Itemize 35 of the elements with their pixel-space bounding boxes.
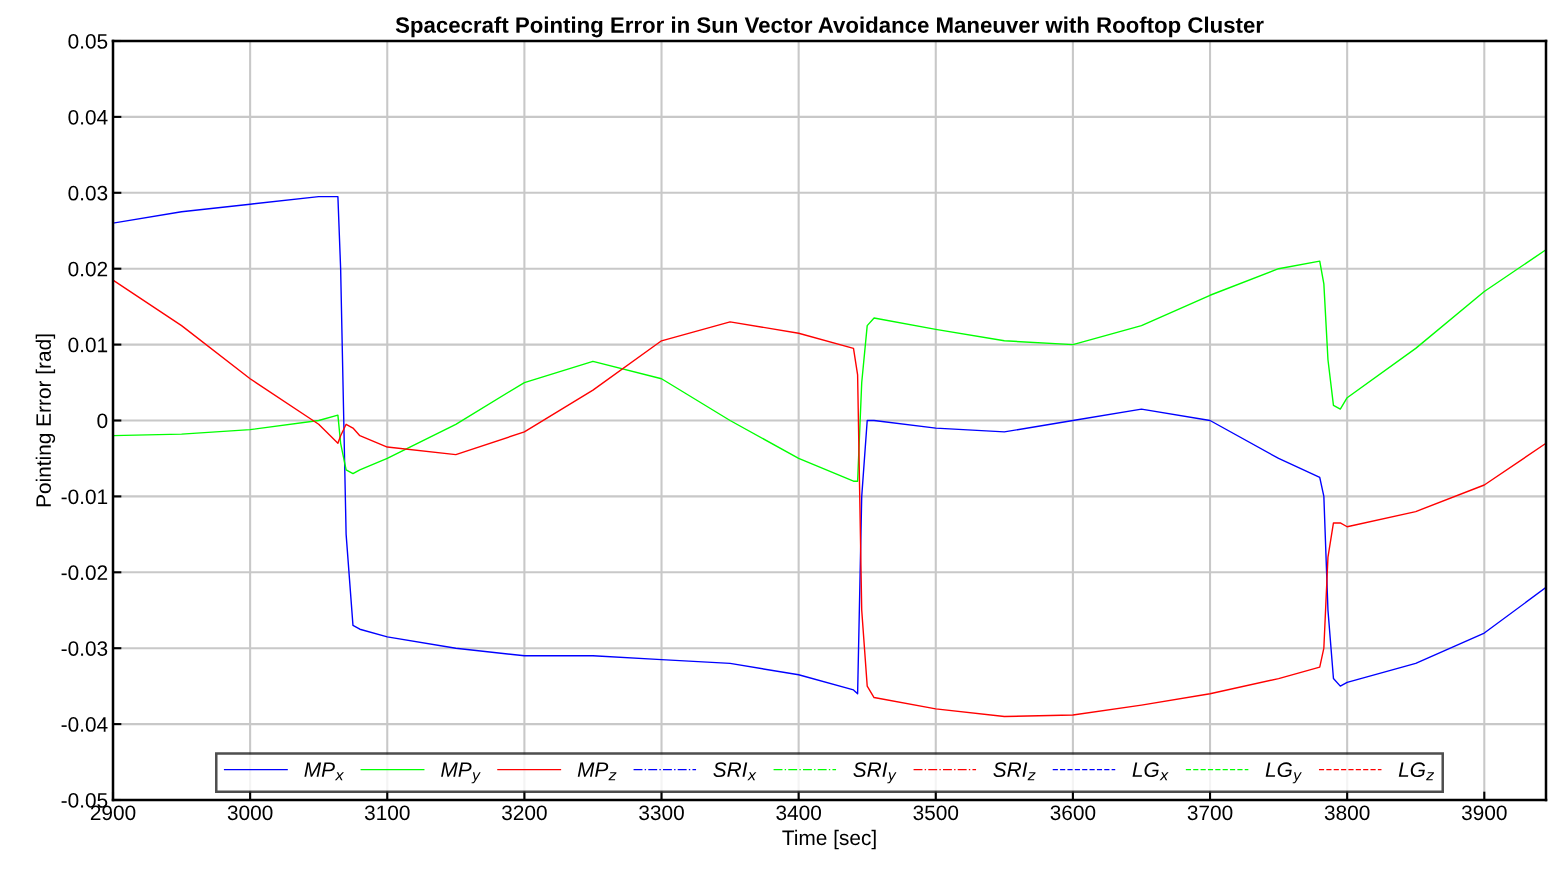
line-series: [113, 195, 1546, 695]
y-tick-label: 0: [97, 413, 108, 429]
x-tick-label: 3700: [1187, 805, 1233, 821]
x-tick-label: 3100: [364, 805, 410, 821]
line-series: [113, 249, 1546, 482]
x-tick-label: 3900: [1461, 805, 1507, 821]
legend-label: MP$_{x}$: [304, 762, 344, 781]
y-tick-label: 0.05: [68, 34, 108, 49]
legend-label: LG$_{z}$: [1398, 762, 1435, 781]
x-tick-label: 3800: [1324, 805, 1370, 821]
legend-label: MP$_{y}$: [441, 762, 481, 784]
y-tick-label: 0.01: [68, 337, 108, 353]
x-axis-title: Time [sec]: [782, 829, 876, 850]
legend-label: LG$_{x}$: [1132, 762, 1169, 781]
legend-label: SRI$_{y}$: [853, 762, 897, 784]
y-tick-label: 0.02: [68, 261, 108, 277]
y-tick-label: -0.02: [61, 565, 108, 581]
x-tick-label: 3300: [639, 805, 684, 821]
chart-title: Spacecraft Pointing Error in Sun Vector Avoidance Maneuver with Rooftop Cluster: [395, 16, 1264, 38]
legend-label: LG$_{y}$: [1265, 762, 1302, 784]
legend-label: MP$_{z}$: [577, 762, 617, 781]
legend-label: SRI$_{x}$: [713, 762, 757, 781]
y-tick-label: -0.01: [61, 489, 108, 505]
x-tick-label: 3500: [913, 805, 959, 821]
y-tick-label: 0.04: [68, 109, 108, 125]
line-series: [113, 279, 1546, 718]
y-tick-label: 0.03: [68, 185, 108, 201]
y-tick-label: -0.04: [61, 717, 108, 732]
y-axis-title: Pointing Error [rad]: [35, 334, 56, 507]
x-tick-label: 3200: [502, 805, 547, 821]
y-tick-label: -0.03: [61, 641, 108, 656]
x-tick-label: 3400: [776, 805, 822, 821]
x-tick-label: 3000: [227, 805, 273, 821]
legend-label: SRI$_{z}$: [993, 762, 1036, 781]
x-tick-label: 3600: [1050, 805, 1096, 821]
